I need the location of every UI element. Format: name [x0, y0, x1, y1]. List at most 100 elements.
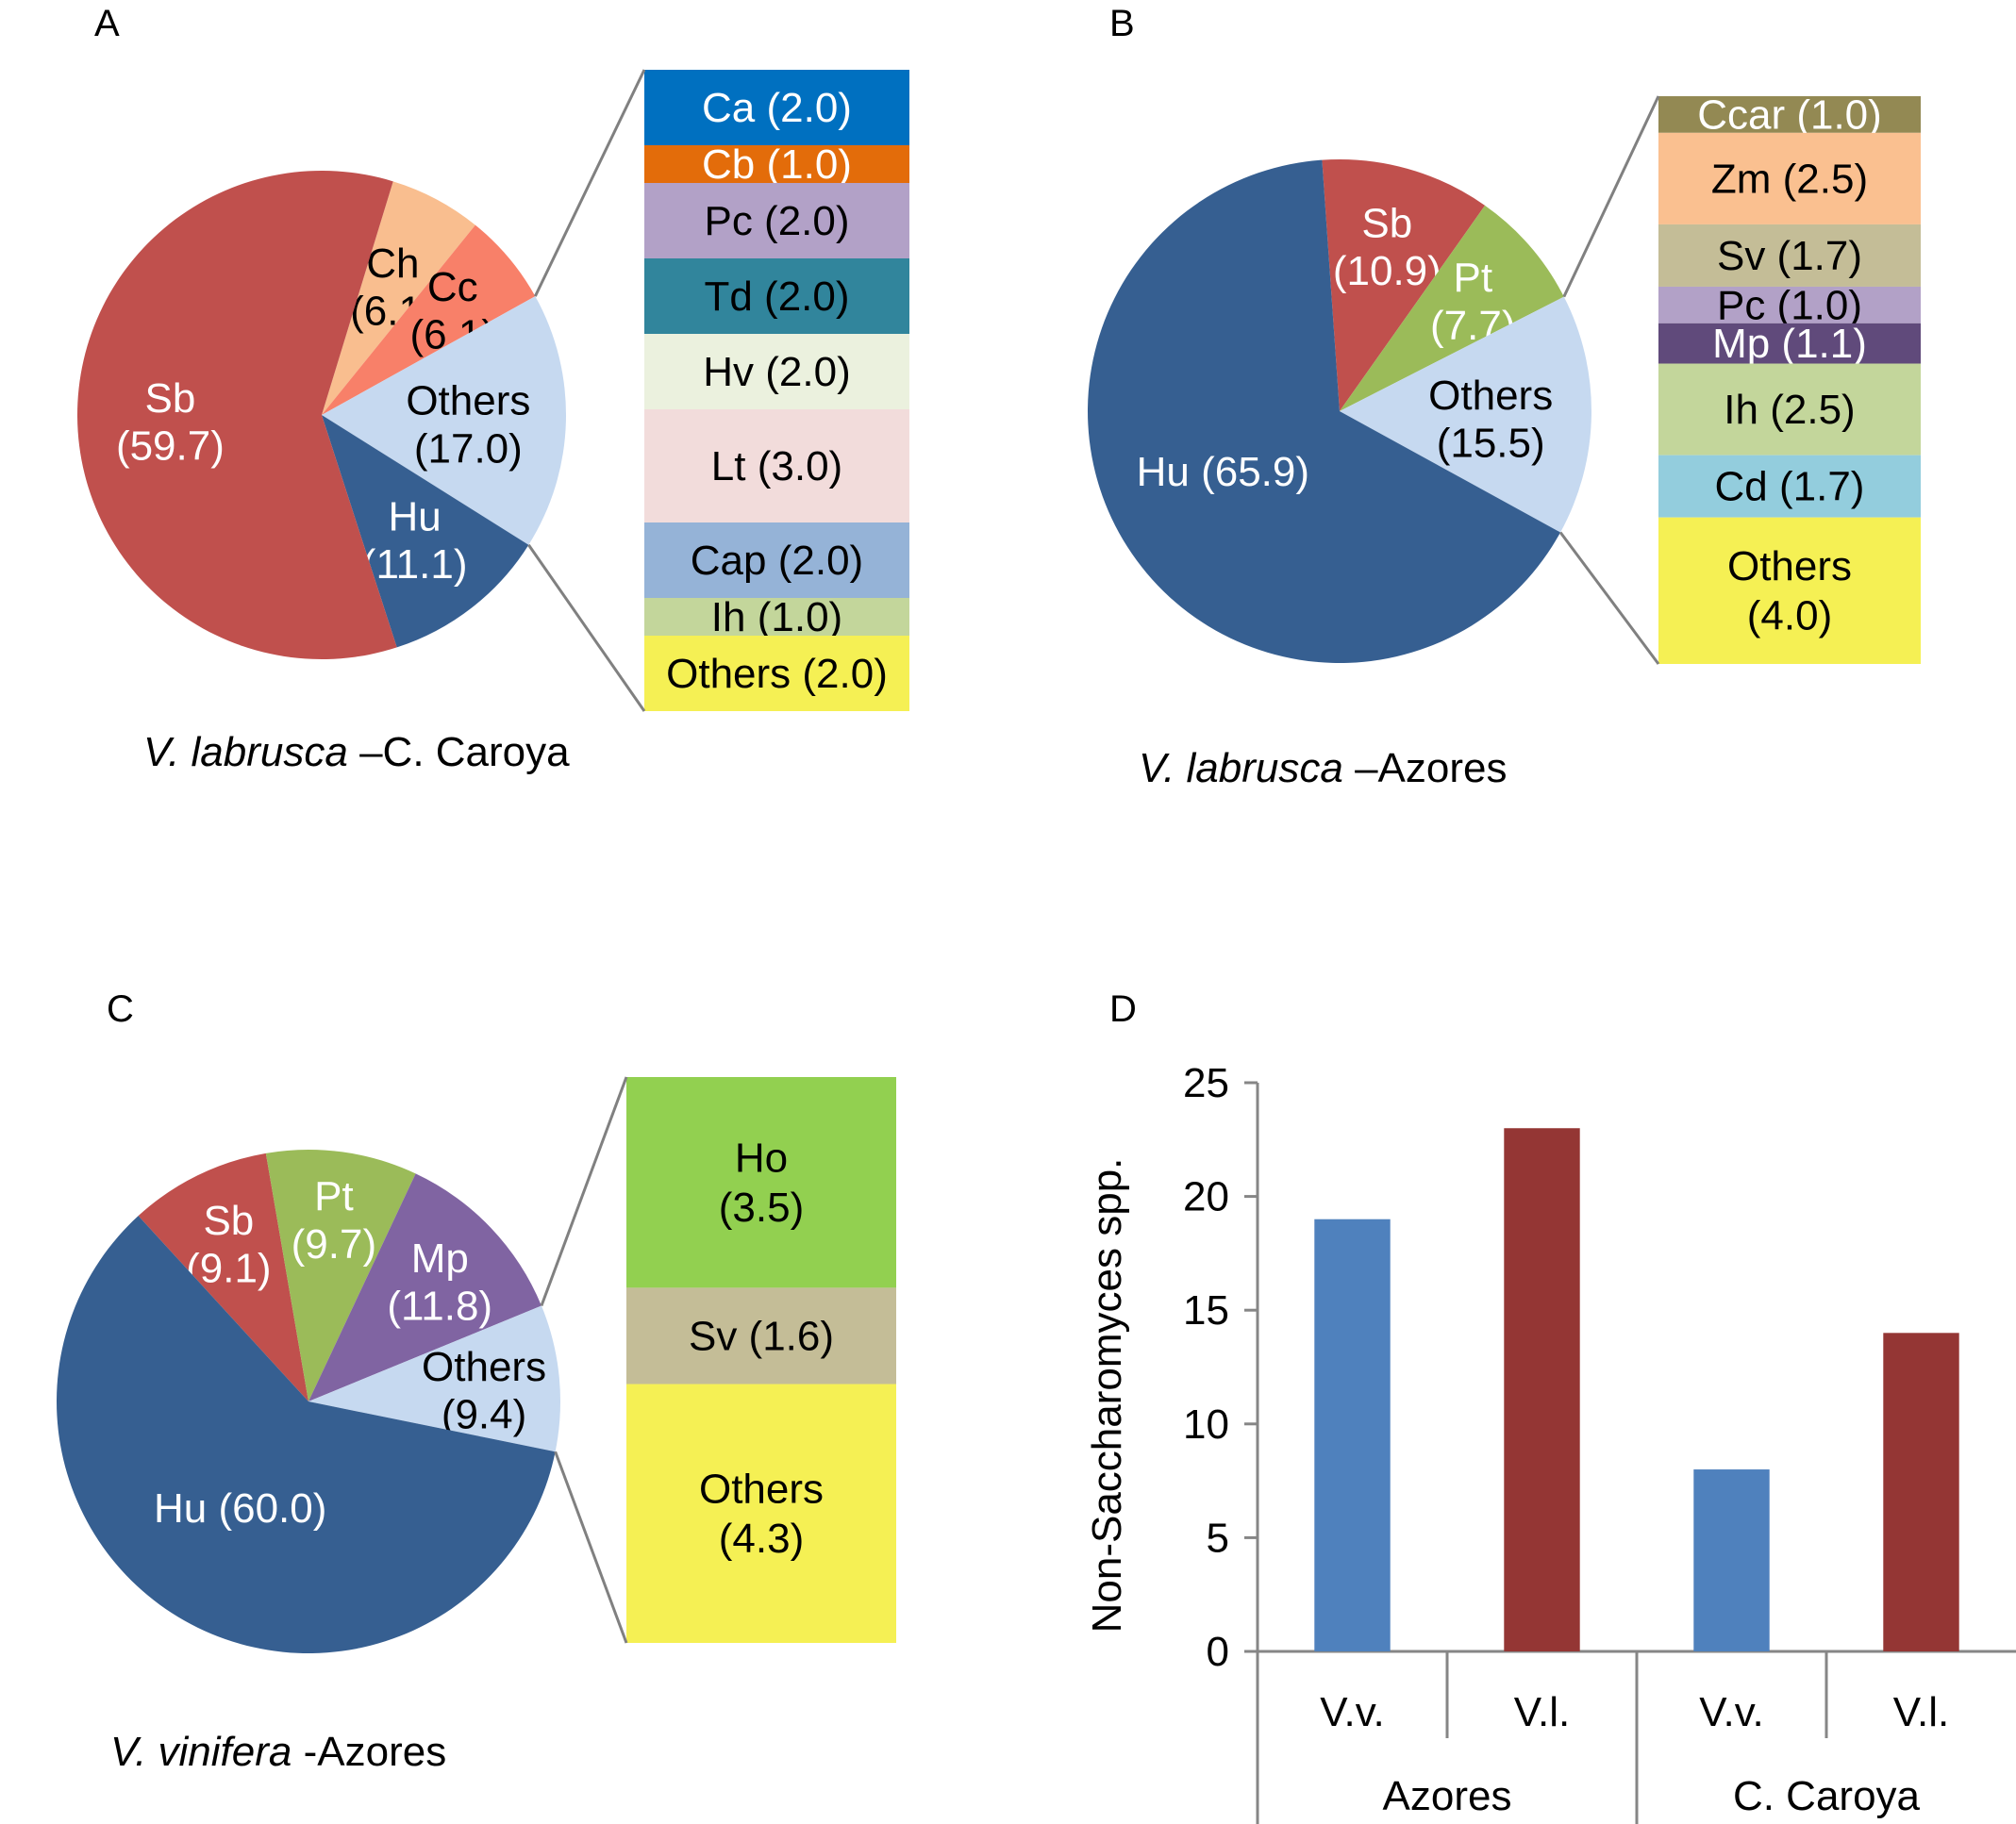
y-axis-label: Non-Saccharomyces spp. — [1084, 1158, 1130, 1633]
panel-letter-b: B — [1109, 3, 1135, 44]
breakdown-label-td: Td (2.0) — [704, 274, 849, 320]
pie-panel-c: Sb (9.1)Pt (9.7) Mp (11.8)Others (9.4)Hu (60.… — [56, 1076, 896, 1653]
breakdown-segment-ccar — [1658, 96, 1921, 133]
pie-slice-others — [308, 1305, 560, 1452]
y-tick-label: 5 — [1207, 1515, 1229, 1561]
connector-line-top — [533, 69, 646, 297]
breakdown-label-others: Others (2.0) — [666, 651, 888, 697]
pie-slice-pt — [265, 1150, 416, 1401]
pie-panel-b: Sb (10.9) Pt (7.7) Others (15.5) Hu (65.9) Ccar… — [1087, 91, 1921, 665]
bar-2 — [1504, 1128, 1580, 1651]
pie-slice-sb — [76, 171, 397, 660]
breakdown-segment-ih — [1658, 363, 1921, 456]
breakdown-segment-mp — [1658, 323, 1921, 364]
breakdown-segment-lt — [644, 409, 909, 522]
panel-letter-c: C — [107, 988, 134, 1030]
x-category-label: V.v. — [1320, 1689, 1385, 1735]
y-tick-label: 0 — [1207, 1629, 1229, 1675]
bar-1 — [1314, 1219, 1391, 1651]
caption-c-rest: -Azores — [292, 1729, 446, 1775]
breakdown-segment-cap — [644, 522, 909, 598]
breakdown-segment-sv — [1658, 224, 1921, 287]
breakdown-segment-cb — [644, 145, 909, 183]
x-category-label: V.l. — [1514, 1689, 1571, 1735]
breakdown-segment-pc — [644, 183, 909, 258]
pie-panel-a: Ch (6.1)Cc (6.1)Others (17.0)Hu (11.1)Sb (59.… — [76, 69, 909, 712]
slice-label-mp: Mp (11.8) — [387, 1235, 492, 1330]
breakdown-label-ih: Ih (2.5) — [1724, 387, 1855, 433]
breakdown-segment-cd — [1658, 455, 1921, 518]
y-tick-label: 15 — [1183, 1287, 1229, 1334]
pie-slice-others — [1340, 296, 1591, 533]
breakdown-label-ccar: Ccar (1.0) — [1697, 91, 1882, 138]
caption-b: V. labrusca –Azores — [1139, 745, 1507, 791]
breakdown-label-ca: Ca (2.0) — [702, 85, 852, 131]
connector-line-top — [540, 1076, 628, 1307]
caption-a-rest: –C. Caroya — [348, 729, 570, 775]
x-category-label: V.l. — [1893, 1689, 1950, 1735]
breakdown-label-cd: Cd (1.7) — [1715, 464, 1865, 510]
connector-line-bottom — [554, 1451, 628, 1644]
slice-label-hu: Hu (65.9) — [1137, 449, 1309, 495]
pie-slice-mp — [308, 1173, 541, 1401]
breakdown-segment-ho — [626, 1077, 896, 1288]
panel-letter-d: D — [1109, 988, 1137, 1030]
caption-b-rest: –Azores — [1343, 745, 1508, 791]
caption-a: V. labrusca –C. Caroya — [143, 729, 570, 775]
slice-label-pt: Pt (9.7) — [292, 1173, 376, 1268]
pie-slice-hu — [1087, 159, 1561, 664]
slice-label-pt: Pt (7.7) — [1430, 255, 1515, 349]
breakdown-segment-pc — [1658, 286, 1921, 323]
x-category-label: V.v. — [1699, 1689, 1764, 1735]
slice-label-others: Others (15.5) — [1428, 373, 1553, 467]
breakdown-label-sv: Sv (1.7) — [1717, 233, 1862, 279]
breakdown-segment-ih — [644, 598, 909, 636]
pie-slice-others — [322, 296, 566, 545]
breakdown-label-lt: Lt (3.0) — [711, 443, 842, 489]
breakdown-label-cb: Cb (1.0) — [702, 141, 852, 188]
breakdown-label-zm: Zm (2.5) — [1711, 156, 1868, 202]
breakdown-label-cap: Cap (2.0) — [691, 538, 863, 584]
breakdown-segment-zm — [1658, 132, 1921, 224]
bar-3 — [1693, 1469, 1770, 1651]
slice-label-sb: Sb (59.7) — [116, 375, 225, 470]
pie-slice-sb — [138, 1152, 308, 1401]
connector-line-bottom — [527, 543, 646, 712]
breakdown-label-pc: Pc (2.0) — [704, 198, 849, 244]
slice-label-others: Others (17.0) — [406, 378, 530, 473]
breakdown-label-sv: Sv (1.6) — [689, 1313, 834, 1359]
breakdown-segment-others — [1658, 517, 1921, 664]
breakdown-segment-others — [626, 1384, 896, 1643]
breakdown-label-ih: Ih (1.0) — [711, 594, 842, 640]
panel-letter-a: A — [94, 3, 120, 44]
pie-slice-hu — [56, 1216, 556, 1653]
y-tick-label: 20 — [1183, 1174, 1229, 1220]
breakdown-label-pc: Pc (1.0) — [1717, 282, 1862, 328]
caption-c-italic: V. vinifera — [110, 1729, 292, 1775]
caption-c: V. vinifera -Azores — [110, 1729, 446, 1775]
pie-slice-hu — [322, 415, 529, 648]
pie-slice-ch — [322, 181, 475, 415]
pie-slice-sb — [1322, 159, 1486, 412]
slice-label-hu: Hu (11.1) — [362, 493, 468, 588]
breakdown-label-mp: Mp (1.1) — [1712, 321, 1867, 367]
connector-line-bottom — [1558, 531, 1660, 665]
pie-slice-cc — [322, 224, 536, 415]
breakdown-segment-others — [644, 636, 909, 711]
slice-label-sb: Sb (10.9) — [1333, 201, 1441, 295]
x-group-label: Azores — [1383, 1773, 1512, 1819]
slice-label-others: Others (9.4) — [422, 1344, 546, 1438]
x-group-label: C. Caroya — [1733, 1773, 1921, 1819]
breakdown-label-others: Others (4.0) — [1727, 543, 1852, 639]
breakdown-label-hv: Hv (2.0) — [703, 349, 850, 395]
breakdown-label-ho: Ho (3.5) — [719, 1135, 804, 1231]
bar-4 — [1883, 1333, 1959, 1651]
breakdown-segment-sv — [626, 1287, 896, 1385]
connector-line-top — [1562, 95, 1660, 298]
breakdown-segment-hv — [644, 334, 909, 409]
slice-label-hu: Hu (60.0) — [154, 1485, 326, 1532]
y-tick-label: 25 — [1183, 1060, 1229, 1106]
caption-a-italic: V. labrusca — [143, 729, 348, 775]
